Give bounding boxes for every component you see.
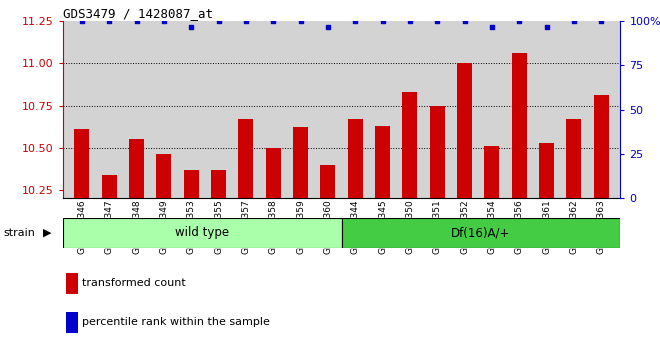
- Bar: [183, 170, 199, 198]
- Point: [514, 18, 525, 24]
- Bar: [566, 119, 581, 198]
- Point: [596, 18, 607, 24]
- Bar: [457, 63, 472, 198]
- Point: [350, 18, 360, 24]
- Text: transformed count: transformed count: [82, 278, 186, 288]
- Bar: [430, 105, 445, 198]
- Text: percentile rank within the sample: percentile rank within the sample: [82, 317, 271, 327]
- Bar: [539, 143, 554, 198]
- Point: [158, 18, 169, 24]
- Bar: [102, 175, 117, 198]
- Point: [432, 18, 442, 24]
- Point: [541, 24, 552, 29]
- Bar: [63, 218, 342, 248]
- Point: [405, 18, 415, 24]
- Point: [186, 24, 197, 29]
- Text: ▶: ▶: [43, 228, 51, 238]
- Point: [378, 18, 388, 24]
- Point: [486, 24, 497, 29]
- Point: [104, 18, 114, 24]
- Bar: [75, 129, 89, 198]
- Text: Df(16)A/+: Df(16)A/+: [451, 226, 511, 239]
- Point: [131, 18, 142, 24]
- Bar: [594, 96, 609, 198]
- Bar: [266, 148, 280, 198]
- Bar: [348, 119, 363, 198]
- Bar: [484, 146, 500, 198]
- Bar: [293, 127, 308, 198]
- Point: [77, 18, 87, 24]
- Bar: [129, 139, 144, 198]
- Point: [241, 18, 251, 24]
- Bar: [211, 170, 226, 198]
- Text: wild type: wild type: [175, 226, 229, 239]
- Bar: [403, 92, 417, 198]
- Point: [323, 24, 333, 29]
- Bar: [342, 218, 620, 248]
- Point: [459, 18, 470, 24]
- Text: GDS3479 / 1428087_at: GDS3479 / 1428087_at: [63, 7, 213, 20]
- Bar: [156, 154, 172, 198]
- Bar: [320, 165, 335, 198]
- Bar: [375, 126, 390, 198]
- Point: [569, 18, 579, 24]
- Point: [295, 18, 306, 24]
- Point: [268, 18, 279, 24]
- Text: strain: strain: [3, 228, 35, 238]
- Bar: [238, 119, 253, 198]
- Point: [213, 18, 224, 24]
- Bar: [512, 53, 527, 198]
